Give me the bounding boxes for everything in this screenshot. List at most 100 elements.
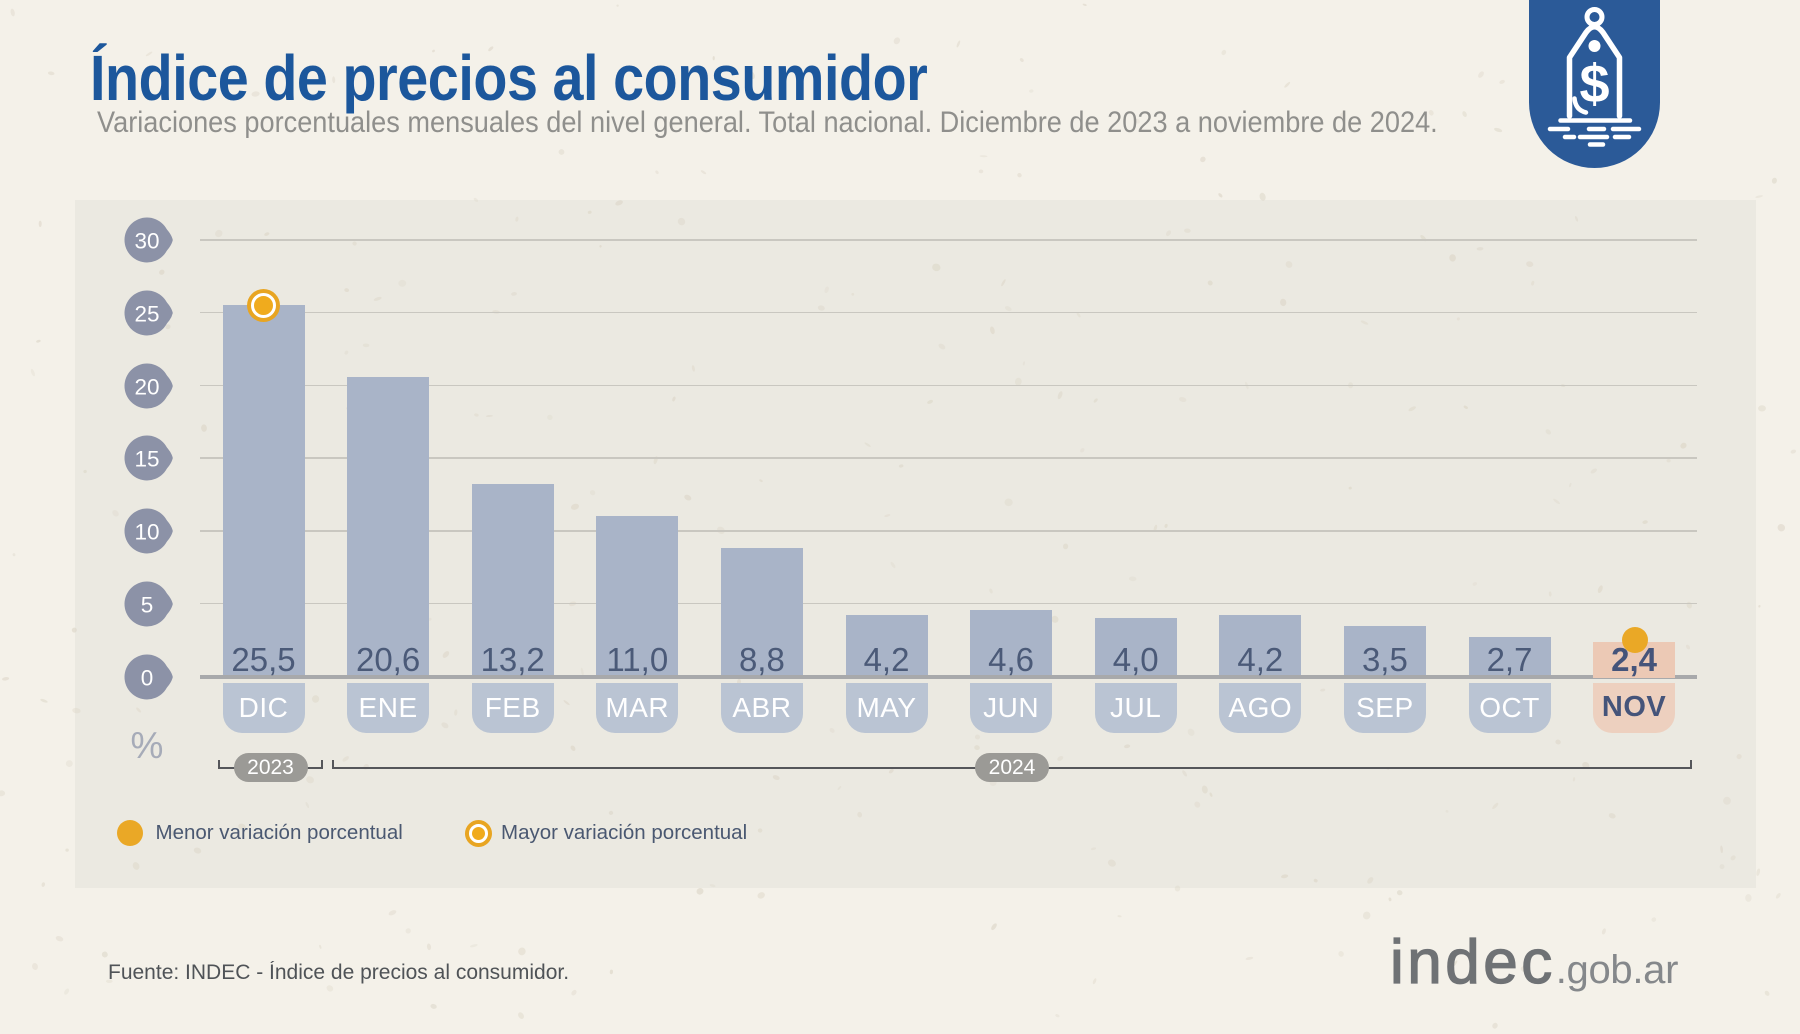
svg-text:0: 0	[141, 665, 154, 690]
bar-value-sep: 3,5	[1361, 640, 1408, 678]
svg-text:25: 25	[134, 301, 159, 326]
svg-text:15: 15	[134, 447, 159, 472]
year-bracket-tick	[332, 760, 334, 769]
bar-label-dic: DIC	[222, 682, 305, 733]
bar-label-oct: OCT	[1468, 682, 1551, 733]
bar-value-oct: 2,7	[1486, 640, 1533, 678]
year-pill-label: 2023	[247, 756, 294, 779]
svg-text:5: 5	[141, 592, 154, 617]
bar-ene	[347, 376, 430, 679]
year-bracket-tick	[321, 760, 323, 769]
y-axis-tick-15: 15	[124, 435, 175, 481]
bar-label-ene: ENE	[347, 682, 430, 733]
y-axis-tick-badge: 5	[124, 581, 173, 627]
source-note: Fuente: INDEC - Índice de precios al con…	[108, 961, 570, 984]
legend-label-min: Menor variación porcentual	[155, 821, 403, 844]
year-pill-2023: 2023	[233, 753, 308, 782]
bar-feb	[471, 484, 554, 679]
month-label: FEB	[484, 691, 541, 723]
legend-label-max: Mayor variación porcentual	[501, 821, 748, 844]
bar-label-jun: JUN	[970, 682, 1053, 733]
bar-label-nov: NOV	[1593, 682, 1676, 733]
y-axis-tick-badge: 0	[124, 654, 173, 699]
bar-value-feb: 13,2	[480, 640, 545, 678]
year-bracket-tick	[1690, 760, 1692, 769]
month-label: ENE	[358, 691, 418, 723]
min-variation-marker	[1622, 626, 1649, 653]
bar-jun	[970, 609, 1053, 679]
month-label: JUN	[983, 691, 1040, 723]
year-pill-label: 2024	[988, 756, 1036, 779]
legend-item-max: Mayor variación porcentual	[465, 819, 748, 847]
bar-dic	[222, 305, 305, 679]
bar-may	[845, 615, 928, 679]
bar-sep	[1343, 625, 1426, 679]
bar-oct	[1468, 637, 1551, 679]
bar-chart: % Menor variación porcentual Mayor varia…	[75, 200, 1756, 888]
max-variation-marker-inner	[251, 292, 276, 318]
month-label: OCT	[1479, 691, 1540, 723]
bar-value-jun: 4,6	[988, 640, 1035, 678]
price-tag-icon: $	[1547, 7, 1642, 147]
bar-label-jul: JUL	[1094, 682, 1177, 733]
bar-value-mar: 11,0	[606, 640, 669, 678]
bar-label-mar: MAR	[596, 682, 679, 733]
bar-label-feb: FEB	[471, 682, 554, 733]
svg-text:30: 30	[134, 228, 159, 253]
bar-value-abr: 8,8	[738, 640, 785, 678]
month-label: ABR	[732, 691, 792, 723]
month-label: NOV	[1601, 691, 1667, 723]
gridline-15	[200, 457, 1697, 459]
month-label: MAR	[605, 691, 670, 723]
gridline-10	[200, 530, 1697, 532]
bar-label-may: MAY	[845, 682, 928, 733]
y-axis-tick-badge: 15	[124, 435, 173, 481]
y-axis-tick-0: 0	[124, 654, 175, 700]
y-axis-unit-label: %	[130, 725, 164, 766]
bar-value-dic: 25,5	[231, 640, 296, 678]
legend-item-min: Menor variación porcentual	[117, 820, 403, 847]
bar-jul	[1094, 618, 1177, 679]
y-axis-tick-20: 20	[124, 363, 175, 409]
svg-text:20: 20	[134, 374, 159, 399]
indec-logo-text: indec	[1389, 927, 1556, 997]
y-axis-tick-25: 25	[124, 290, 175, 336]
max-variation-dot-inner	[469, 823, 488, 843]
y-axis-tick-5: 5	[124, 581, 175, 627]
y-axis-tick-30: 30	[124, 217, 175, 263]
bar-value-ago: 4,2	[1237, 640, 1284, 678]
bar-ago	[1219, 615, 1302, 679]
page-subtitle: Variaciones porcentuales mensuales del n…	[96, 105, 1438, 139]
indec-logo: indec .gob.ar	[1389, 927, 1679, 998]
bar-label-sep: SEP	[1343, 682, 1426, 733]
indec-logo-domain: .gob.ar	[1555, 948, 1679, 992]
bar-label-ago: AGO	[1219, 682, 1302, 733]
year-bracket-tick	[218, 760, 220, 769]
month-label: SEP	[1356, 691, 1414, 723]
chart-legend: Menor variación porcentual Mayor variaci…	[75, 200, 1756, 888]
month-label: MAY	[856, 691, 917, 723]
bar-value-jul: 4,0	[1112, 640, 1159, 678]
bar-value-ene: 20,6	[355, 640, 421, 678]
gridline-5	[200, 602, 1697, 605]
bar-abr	[720, 548, 803, 679]
month-label: JUL	[1110, 691, 1162, 723]
y-axis-tick-badge: 30	[124, 217, 173, 263]
y-axis-tick-badge: 20	[124, 363, 173, 408]
bar-label-abr: ABR	[720, 682, 803, 733]
max-variation-marker	[247, 288, 280, 322]
max-variation-ringed-dot-icon	[465, 819, 492, 847]
y-axis-tick-badge: 10	[124, 508, 173, 554]
gridline-25	[200, 311, 1697, 314]
min-variation-dot-icon	[117, 820, 143, 846]
y-axis-tick-badge: 25	[124, 290, 173, 336]
month-label: AGO	[1228, 691, 1293, 723]
bar-value-may: 4,2	[863, 640, 910, 678]
svg-text:10: 10	[134, 519, 159, 544]
page-title: Índice de precios al consumidor	[90, 42, 928, 114]
svg-text:$: $	[1579, 54, 1609, 114]
y-axis-tick-10: 10	[124, 508, 175, 554]
bar-mar	[596, 516, 679, 679]
gridline-30	[200, 239, 1697, 241]
